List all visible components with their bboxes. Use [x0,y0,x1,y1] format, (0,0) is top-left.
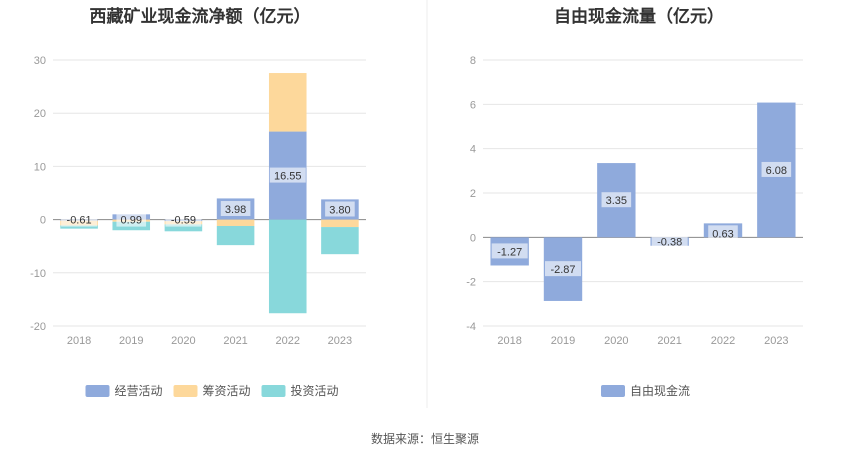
y-tick-label: -2 [466,277,476,289]
data-label: -0.61 [67,215,92,227]
data-label-bg [651,233,688,249]
y-tick-label: -20 [30,321,46,333]
chart-1: 西藏矿业现金流净额（亿元） 30 20 10 0 -10 -20 2018 2019 2020 20… [30,6,366,398]
chart-title: 西藏矿业现金流净额（亿元） [90,6,311,26]
legend-item-label: 投资活动 [291,383,339,398]
bar-投资活动-2021 [216,225,255,246]
y-tick-label: -10 [30,268,46,280]
x-tick-label: 2022 [276,335,300,347]
data-label-bg [116,211,147,227]
bar-投资活动-2023 [321,227,359,255]
bar-筹资活动-2023 [321,219,359,228]
x-tick-label: 2018 [67,335,91,347]
x-tick-label: 2019 [119,335,143,347]
y-tick-label: 0 [40,215,46,227]
x-tick-label: 2020 [171,335,195,347]
y-tick-label: 6 [470,99,476,111]
y-tick-label: 2 [470,188,476,200]
legend-item-label: 自由现金流 [630,383,690,398]
data-label: 0.99 [121,215,142,227]
x-tick-label: 2021 [657,335,681,347]
x-tick-label: 2023 [328,335,352,347]
bar-投资活动-2018 [60,225,98,229]
data-label-bg [165,211,202,227]
legend-item-label: 经营活动 [115,384,163,398]
legend-swatch [85,385,110,397]
data-label-bg [61,211,98,227]
bar-投资活动-2022 [268,219,307,314]
data-label-bg [601,192,632,208]
y-tick-label: 0 [470,232,476,244]
legend-item-label: 筹资活动 [203,384,251,398]
y-tick-label: 4 [470,144,476,156]
data-label: -1.27 [497,246,522,258]
chart-2: 自由现金流量（亿元） 8 6 4 2 0 -2 -4 2018 2019 2020 2021 2022 2… [466,6,803,398]
data-label: 3.98 [225,204,246,216]
data-label-bg [491,243,528,259]
chart-title: 自由现金流量（亿元） [554,6,724,26]
y-tick-label: 10 [34,161,46,173]
data-label: -0.59 [171,215,196,227]
data-label: 16.55 [274,171,302,183]
bar-筹资活动-2021 [216,219,255,226]
y-tick-label: 30 [34,55,46,67]
data-label-bg [708,225,738,241]
data-label-bg [545,261,581,277]
y-tick-label: 20 [34,108,46,120]
data-label: 0.63 [712,228,733,240]
y-tick-label: -4 [466,321,476,333]
data-label: -2.87 [550,264,575,276]
data-label: 6.08 [766,165,787,177]
data-label-bg [325,201,355,217]
x-tick-label: 2022 [711,335,735,347]
legend-swatch [601,385,625,397]
x-tick-label: 2023 [764,335,788,347]
data-label: 3.80 [329,204,350,216]
legend-swatch [261,385,286,397]
data-label: -0.38 [657,236,682,248]
x-tick-label: 2021 [223,335,247,347]
data-label-bg [220,201,251,217]
source-note: 数据来源：恒生聚源 [371,431,479,446]
y-tick-label: 8 [470,55,476,67]
bar-投资活动-2020 [164,224,203,232]
legend-swatch [173,385,198,397]
data-label-bg [761,161,792,177]
bar-筹资活动-2022 [268,73,307,132]
x-tick-label: 2018 [497,335,521,347]
data-label: 3.35 [606,195,627,207]
data-label-bg [269,167,306,183]
x-tick-label: 2019 [551,335,575,347]
x-tick-label: 2020 [604,335,628,347]
